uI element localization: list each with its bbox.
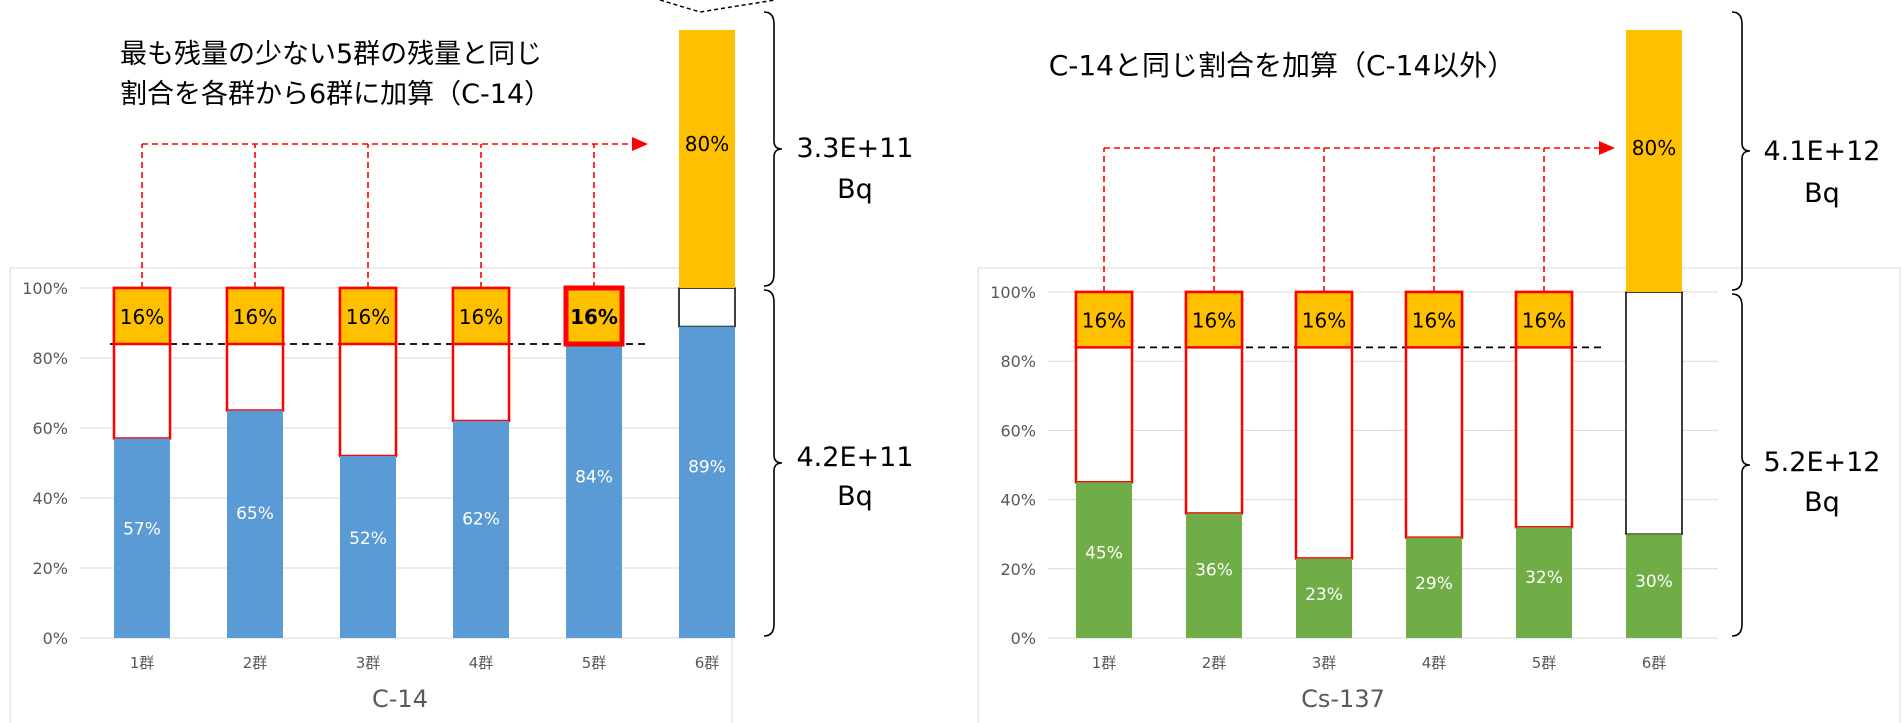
y-tick-label: 20% <box>32 559 68 578</box>
bar-base-label: 32% <box>1525 568 1563 588</box>
y-tick-label: 20% <box>1000 560 1036 579</box>
bar-top-label: 16% <box>1302 309 1346 333</box>
upper-unit: Bq <box>837 174 873 205</box>
bar-top-label: 16% <box>233 305 277 329</box>
lower-unit: Bq <box>837 481 873 512</box>
upper-unit: Bq <box>1804 178 1840 209</box>
bar-base <box>114 438 170 638</box>
bar-base-label: 52% <box>349 529 387 549</box>
arrow-head <box>1599 141 1615 155</box>
bar-top-label: 16% <box>570 305 618 329</box>
x-tick-label: 2群 <box>243 654 268 672</box>
bar-base <box>453 421 509 638</box>
upper-total: 3.3E+11 <box>797 133 914 164</box>
bar-stacked-label: 80% <box>1632 136 1676 160</box>
bar-base <box>1296 558 1352 638</box>
lower-unit: Bq <box>1804 487 1840 518</box>
bar-base <box>1406 537 1462 638</box>
bar-base <box>1186 513 1242 638</box>
bar-base-label: 89% <box>688 458 726 478</box>
x-tick-label: 6群 <box>695 654 720 672</box>
bar-base-label: 65% <box>236 504 274 524</box>
bar-stacked-addition <box>679 30 735 288</box>
x-tick-label: 5群 <box>1532 654 1557 672</box>
bar-top-label: 16% <box>346 305 390 329</box>
bar-top-label: 16% <box>1412 309 1456 333</box>
chart-title: Cs-137 <box>1301 685 1385 713</box>
chart-title: C-14 <box>372 685 428 713</box>
bar-base-label: 29% <box>1415 574 1453 594</box>
bar-top-segment <box>1514 290 1574 349</box>
y-tick-label: 0% <box>43 629 68 648</box>
bar-top-segment <box>451 286 511 346</box>
y-tick-label: 40% <box>1000 491 1036 510</box>
bar-top-label: 16% <box>1522 309 1566 333</box>
annotation-text: 最も残量の少ない5群の残量と同じ <box>120 39 542 70</box>
bar-top-label: 16% <box>1192 309 1236 333</box>
bar-base-label: 57% <box>123 519 161 539</box>
bar-base-label: 62% <box>462 510 500 530</box>
y-tick-label: 60% <box>1000 421 1036 440</box>
bar-top-label: 16% <box>120 305 164 329</box>
brace-upper <box>1731 11 1751 291</box>
chart-cs137: 0% 20% 40% 60% 80% 100% 1群 2群 3群 4群 5群 6群 Cs-137 45% 3… <box>977 11 1901 723</box>
callout-edge <box>659 0 776 13</box>
y-tick-label: 80% <box>32 349 68 368</box>
bar-base <box>1516 527 1572 638</box>
brace-upper <box>763 11 783 287</box>
bar-base-label: 30% <box>1635 572 1673 592</box>
bar-base <box>566 344 622 638</box>
brace-lower <box>763 289 783 637</box>
bar-base <box>1626 534 1682 638</box>
bar-base-label: 23% <box>1305 585 1343 605</box>
upper-total: 4.1E+12 <box>1764 136 1881 167</box>
x-tick-label: 1群 <box>130 654 155 672</box>
bar-outline-6 <box>1625 291 1683 535</box>
bar-base-label: 36% <box>1195 560 1233 580</box>
bar-base <box>227 410 283 638</box>
bar-top-label: 16% <box>1082 309 1126 333</box>
bar-top-segment <box>112 286 172 346</box>
bar-top-label: 16% <box>459 305 503 329</box>
lower-total: 5.2E+12 <box>1764 447 1881 478</box>
bar-top-segment <box>563 285 625 347</box>
bar-base <box>1076 482 1132 638</box>
x-tick-label: 5群 <box>582 654 607 672</box>
brace-lower <box>1731 293 1751 637</box>
y-tick-label: 0% <box>1011 629 1036 648</box>
bar-outline-6 <box>678 287 736 328</box>
x-tick-label: 4群 <box>469 654 494 672</box>
bar-top-segment <box>225 286 285 346</box>
bar-base <box>679 326 735 638</box>
y-tick-label: 60% <box>32 419 68 438</box>
bar-stacked-addition <box>1626 30 1682 292</box>
bar-base <box>340 456 396 638</box>
arrow-head <box>632 137 648 151</box>
x-tick-label: 2群 <box>1202 654 1227 672</box>
annotation-text: C-14と同じ割合を加算（C-14以外） <box>1049 49 1516 82</box>
x-tick-label: 6群 <box>1642 654 1667 672</box>
x-tick-label: 3群 <box>356 654 381 672</box>
bar-base-label: 84% <box>575 467 613 487</box>
y-tick-label: 40% <box>32 489 68 508</box>
bar-base-label: 45% <box>1085 543 1123 563</box>
lower-total: 4.2E+11 <box>797 442 914 473</box>
x-tick-label: 1群 <box>1092 654 1117 672</box>
y-tick-label: 80% <box>1000 352 1036 371</box>
y-tick-label: 100% <box>22 279 68 298</box>
x-tick-label: 4群 <box>1422 654 1447 672</box>
x-tick-label: 3群 <box>1312 654 1337 672</box>
annotation-text: 割合を各群から6群に加算（C-14） <box>120 79 551 110</box>
chart-c14: 0% 20% 40% 60% 80% 100% 1群 2群 3群 4群 5群 6群 C-14 57% 65%… <box>9 0 914 723</box>
bar-stacked-label: 80% <box>685 132 729 156</box>
y-tick-label: 100% <box>990 283 1036 302</box>
